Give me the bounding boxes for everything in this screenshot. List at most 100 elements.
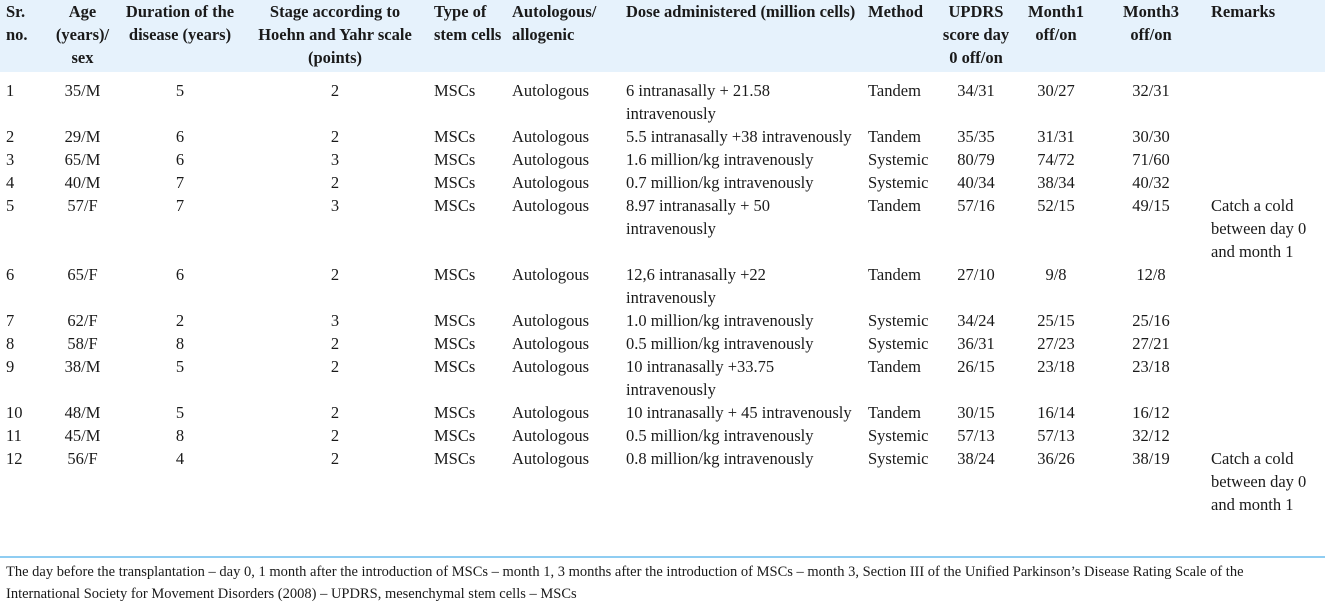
table-cell: 0.5 million/kg intravenously — [626, 334, 814, 353]
table-cell: 57/13 — [1037, 426, 1075, 445]
table-cell: 2 — [330, 265, 340, 284]
column-header: Dose administered (million cells) — [626, 2, 856, 21]
table-cell: MSCs — [434, 173, 476, 192]
table-cell: 48/M — [64, 403, 101, 422]
table-cell: 7 — [175, 173, 185, 192]
table-row: 5 57/F 7 3 MSCs Autologous 8.97 intranasally +… — [0, 194, 1325, 263]
table-cell: MSCs — [434, 357, 476, 376]
table-cell: 5.5 intranasally +38 intravenously — [626, 127, 852, 146]
table-cell: 10 intranasally +33.75 intravenously — [626, 357, 775, 399]
table-cell: 57/F — [67, 196, 98, 215]
table-cell: 34/31 — [957, 81, 995, 100]
table-cell: 4 — [175, 449, 185, 468]
table-cell: 2 — [175, 311, 185, 330]
table-cell: 23/18 — [1037, 357, 1075, 376]
table-cell: 6 — [6, 265, 15, 284]
table-cell: MSCs — [434, 403, 476, 422]
data-table: Sr. no. Age (years)/ sex Duration of the d… — [0, 0, 1325, 514]
column-header: Duration of the disease (years) — [125, 2, 235, 44]
table-cell: 6 — [175, 265, 185, 284]
table-row: 1 35/M 5 2 MSCs Autologous 6 intranasally + 21… — [0, 72, 1325, 125]
table-cell: 35/M — [64, 81, 101, 100]
table-cell: MSCs — [434, 196, 476, 215]
table-cell: 49/15 — [1132, 196, 1170, 215]
table-row: 6 65/F 6 2 MSCs Autologous 12,6 intranasally +… — [0, 263, 1325, 309]
table-cell: MSCs — [434, 426, 476, 445]
table-cell: 40/M — [64, 173, 101, 192]
column-header: Sr. no. — [6, 2, 28, 44]
table-cell: MSCs — [434, 81, 476, 100]
table-cell: Autologous — [512, 81, 590, 100]
table-cell: 2 — [330, 357, 340, 376]
table-cell: 1.0 million/kg intravenously — [626, 311, 814, 330]
table-cell: 3 — [330, 196, 340, 215]
table-cell: 38/M — [64, 357, 101, 376]
table-cell: Tandem — [868, 127, 921, 146]
table-cell: 71/60 — [1132, 150, 1170, 169]
table-cell: 36/31 — [957, 334, 995, 353]
table-cell: Catch a cold between day 0 and month 1 — [1211, 449, 1307, 514]
table-cell: 27/23 — [1037, 334, 1075, 353]
table-cell: 10 — [6, 403, 23, 422]
table-cell: 38/19 — [1132, 449, 1170, 468]
table-cell: Autologous — [512, 173, 590, 192]
table-cell: 8 — [175, 334, 185, 353]
table-cell: Systemic — [868, 334, 929, 353]
table-cell: 32/31 — [1132, 81, 1170, 100]
table-cell: Autologous — [512, 403, 590, 422]
table-cell: 7 — [175, 196, 185, 215]
table-row: 4 40/M 7 2 MSCs Autologous 0.7 million/kg intr… — [0, 171, 1325, 194]
table-row: 10 48/M 5 2 MSCs Autologous 10 intranasally + … — [0, 401, 1325, 424]
table-cell: Autologous — [512, 311, 590, 330]
column-header: Month1 off/on — [1028, 2, 1084, 44]
header-row: Sr. no. Age (years)/ sex Duration of the d… — [0, 0, 1325, 72]
table-cell: 40/32 — [1132, 173, 1170, 192]
table-cell: 5 — [175, 81, 185, 100]
table-cell: Autologous — [512, 127, 590, 146]
table-cell: 5 — [6, 196, 15, 215]
table-cell: 2 — [330, 81, 340, 100]
table-cell: 1 — [6, 81, 15, 100]
table-cell: 45/M — [64, 426, 101, 445]
table-cell: 2 — [6, 127, 15, 146]
table-cell: 3 — [6, 150, 15, 169]
table-cell: Autologous — [512, 426, 590, 445]
table-cell: Systemic — [868, 150, 929, 169]
table-cell: Systemic — [868, 173, 929, 192]
table-cell: Tandem — [868, 403, 921, 422]
table-cell: 57/16 — [957, 196, 995, 215]
table-cell: Tandem — [868, 196, 921, 215]
table-cell: 31/31 — [1037, 127, 1075, 146]
column-header: Age (years)/ sex — [55, 2, 110, 67]
table-cell: 0.8 million/kg intravenously — [626, 449, 814, 468]
table-cell: Systemic — [868, 426, 929, 445]
table-cell: Tandem — [868, 81, 921, 100]
table-cell: Catch a cold between day 0 and month 1 — [1211, 196, 1307, 261]
table-cell: 5 — [175, 403, 185, 422]
table-cell — [1205, 355, 1325, 401]
table-cell: 52/15 — [1037, 196, 1075, 215]
table-cell: 0.5 million/kg intravenously — [626, 426, 814, 445]
column-header: Stage according to Hoehn and Yahr scale … — [258, 2, 412, 67]
table-cell — [1205, 148, 1325, 171]
table-cell: MSCs — [434, 449, 476, 468]
table-cell: Systemic — [868, 311, 929, 330]
column-header: UPDRS score day 0 off/on — [942, 2, 1010, 67]
table-cell: 34/24 — [957, 311, 995, 330]
table-cell: 3 — [330, 150, 340, 169]
table-cell: Tandem — [868, 265, 921, 284]
table-cell: 12,6 intranasally +22 intravenously — [626, 265, 766, 307]
table-cell: 6 — [175, 150, 185, 169]
table-cell — [1205, 401, 1325, 424]
table-cell: 27/10 — [957, 265, 995, 284]
table-row: 7 62/F 2 3 MSCs Autologous 1.0 million/kg intr… — [0, 309, 1325, 332]
table-cell: Autologous — [512, 265, 590, 284]
table-cell: 74/72 — [1037, 150, 1075, 169]
table-cell: 26/15 — [957, 357, 995, 376]
table-cell — [1205, 263, 1325, 309]
table-cell: 65/M — [64, 150, 101, 169]
table-cell — [1205, 72, 1325, 125]
table-cell: 58/F — [67, 334, 98, 353]
table-cell: 32/12 — [1132, 426, 1170, 445]
table-cell: 12 — [6, 449, 23, 468]
